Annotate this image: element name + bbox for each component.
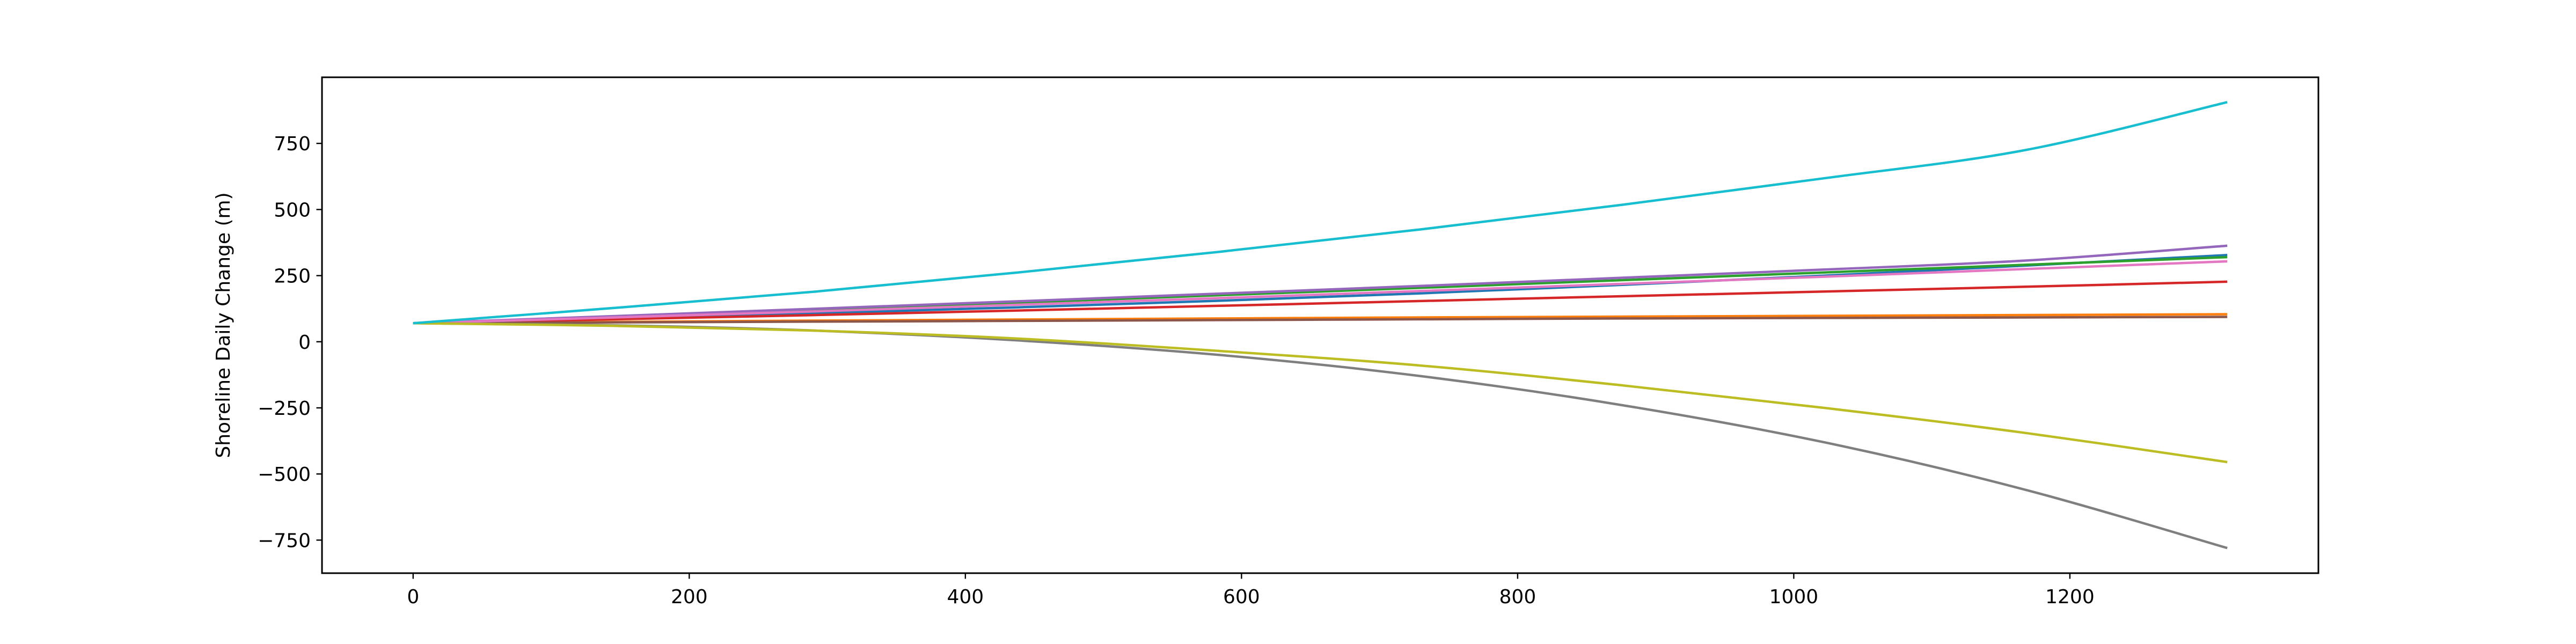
series-line-4 xyxy=(413,280,2228,325)
y-tick-label: 500 xyxy=(274,199,311,221)
series-line-5 xyxy=(413,244,2228,325)
series-line-9 xyxy=(413,322,2228,464)
x-tick-label: 1200 xyxy=(2045,586,2095,608)
x-tick-label: 1000 xyxy=(1769,586,1819,608)
y-tick-label: −750 xyxy=(258,530,311,552)
x-tick-label: 400 xyxy=(947,586,984,608)
series-line-6 xyxy=(413,316,2228,325)
x-axis: 0 200 400 600 800 1000 1200 xyxy=(407,573,2095,608)
y-tick-label: 250 xyxy=(274,266,311,288)
y-axis: −750 −500 −250 0 250 500 750 xyxy=(258,133,322,552)
y-tick-label: −500 xyxy=(258,464,311,486)
y-axis-title: Shoreline Daily Change (m) xyxy=(213,192,235,458)
series-line-1 xyxy=(413,253,2228,325)
x-tick-label: 0 xyxy=(407,586,419,608)
x-tick-label: 600 xyxy=(1223,586,1260,608)
y-tick-label: −250 xyxy=(258,398,311,420)
x-tick-label: 800 xyxy=(1499,586,1536,608)
plot-frame xyxy=(321,76,2319,574)
series-line-10 xyxy=(413,101,2228,325)
y-tick-label: 750 xyxy=(274,133,311,155)
x-tick-label: 200 xyxy=(671,586,708,608)
series-line-7 xyxy=(413,260,2228,325)
y-tick-label: 0 xyxy=(298,332,311,354)
series-layer xyxy=(413,101,2228,550)
